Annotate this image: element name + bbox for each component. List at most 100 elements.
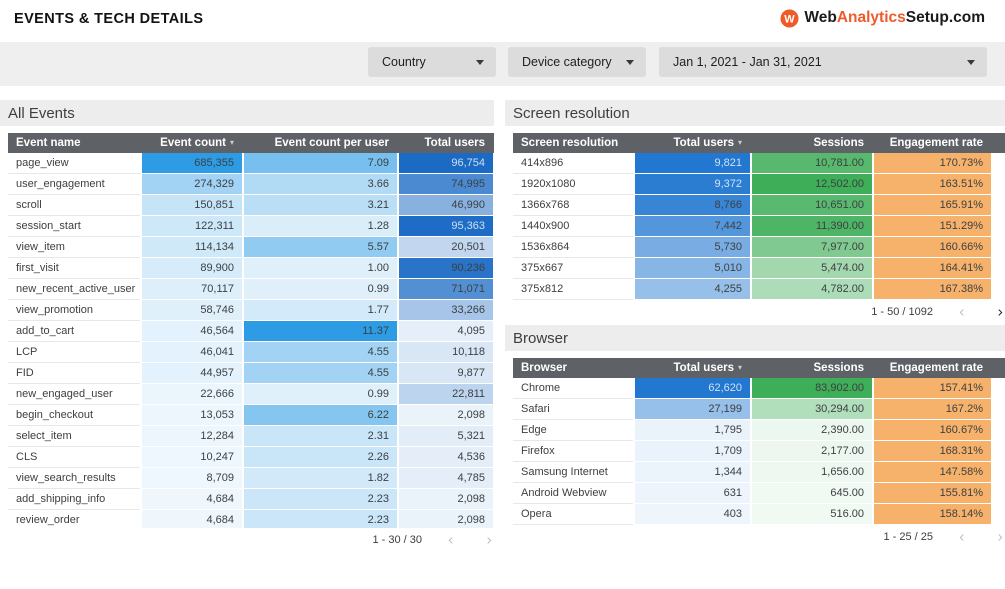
section-title-band: Browser (505, 325, 1005, 351)
value-cell: 2,098 (397, 489, 493, 510)
label-cell: FID (8, 363, 140, 384)
device-category-filter-dropdown[interactable]: Device category (508, 47, 646, 77)
label-cell: 1440x900 (513, 216, 633, 237)
value-cell: 2.23 (242, 489, 397, 510)
report-header: EVENTS & TECH DETAILS W Web Analytics Setu… (0, 0, 1005, 42)
label-cell: LCP (8, 342, 140, 363)
table-body: Chrome 62,620 83,902.00 157.41% Safari 27,199… (513, 378, 1005, 525)
value-cell: 5,474.00 (750, 258, 872, 279)
value-cell: 5,730 (633, 237, 750, 258)
value-cell: 95,363 (397, 216, 493, 237)
table-row: review_order 4,684 2.23 2,098 (8, 510, 494, 528)
value-cell: 2,098 (397, 405, 493, 426)
value-cell: 114,134 (140, 237, 242, 258)
table-row: first_visit 89,900 1.00 90,236 (8, 258, 494, 279)
date-range-filter-dropdown[interactable]: Jan 1, 2021 - Jan 31, 2021 (659, 47, 987, 77)
screen-resolution-section: Screen resolution Screen resolution Total… (505, 100, 1005, 320)
country-filter-dropdown[interactable]: Country (368, 47, 496, 77)
column-header-total-users[interactable]: Total users ▾ (673, 137, 742, 149)
value-cell: 6.22 (242, 405, 397, 426)
label-cell: add_to_cart (8, 321, 140, 342)
value-cell: 2.31 (242, 426, 397, 447)
column-header-sessions[interactable]: Sessions (813, 137, 865, 149)
pagination: 1 - 50 / 1092 (513, 304, 1005, 320)
value-cell: 46,564 (140, 321, 242, 342)
label-cell: Firefox (513, 441, 633, 462)
value-cell: 4,785 (397, 468, 493, 489)
value-cell: 4,684 (140, 489, 242, 510)
chevron-left-icon (957, 306, 967, 319)
logo-text-analytics: Analytics (836, 9, 906, 26)
value-cell: 157.41% (872, 378, 991, 399)
value-cell: 3.66 (242, 174, 397, 195)
logo-text-web: Web (804, 9, 837, 26)
value-cell: 160.67% (872, 420, 991, 441)
value-cell: 9,821 (633, 153, 750, 174)
chevron-right-icon (484, 534, 494, 547)
country-filter-label: Country (382, 55, 426, 69)
value-cell: 167.38% (872, 279, 991, 300)
table-row: Samsung Internet 1,344 1,656.00 147.58% (513, 462, 1005, 483)
value-cell: 1.82 (242, 468, 397, 489)
table-header: Screen resolution Total users ▾ Sessions Eng… (513, 133, 1005, 153)
value-cell: 27,199 (633, 399, 750, 420)
value-cell: 10,118 (397, 342, 493, 363)
column-header-event-count[interactable]: Event count ▾ (160, 137, 234, 149)
value-cell: 70,117 (140, 279, 242, 300)
chevron-right-icon[interactable] (995, 306, 1005, 319)
logo-text-setup: Setup (905, 9, 949, 26)
table-body: page_view 685,355 7.09 96,754 user_engagemen… (8, 153, 494, 528)
value-cell: 1,709 (633, 441, 750, 462)
value-cell: 163.51% (872, 174, 991, 195)
column-header-sessions[interactable]: Sessions (813, 362, 865, 374)
column-header-total-users[interactable]: Total users (424, 137, 486, 149)
value-cell: 168.31% (872, 441, 991, 462)
section-title: Screen resolution (513, 104, 630, 122)
label-cell: add_shipping_info (8, 489, 140, 510)
sort-desc-icon: ▾ (737, 363, 742, 372)
label-cell: first_visit (8, 258, 140, 279)
table-row: view_search_results 8,709 1.82 4,785 (8, 468, 494, 489)
column-header-event-name[interactable]: Event name (16, 137, 81, 149)
value-cell: 3.21 (242, 195, 397, 216)
value-cell: 44,957 (140, 363, 242, 384)
value-cell: 22,666 (140, 384, 242, 405)
table-row: Safari 27,199 30,294.00 167.2% (513, 399, 1005, 420)
value-cell: 12,502.00 (750, 174, 872, 195)
table-row: view_item 114,134 5.57 20,501 (8, 237, 494, 258)
value-cell: 403 (633, 504, 750, 525)
table-row: begin_checkout 13,053 6.22 2,098 (8, 405, 494, 426)
sort-desc-icon: ▾ (229, 138, 234, 147)
logo-icon: W (780, 9, 799, 27)
label-cell: page_view (8, 153, 140, 174)
column-header-event-count-per-user[interactable]: Event count per user (274, 137, 389, 149)
value-cell: 9,372 (633, 174, 750, 195)
column-header-total-users[interactable]: Total users ▾ (673, 362, 742, 374)
table-row: LCP 46,041 4.55 10,118 (8, 342, 494, 363)
value-cell: 167.2% (872, 399, 991, 420)
column-header-screen-resolution[interactable]: Screen resolution (521, 137, 619, 149)
value-cell: 1,344 (633, 462, 750, 483)
value-cell: 274,329 (140, 174, 242, 195)
value-cell: 4,782.00 (750, 279, 872, 300)
value-cell: 5.57 (242, 237, 397, 258)
table-row: CLS 10,247 2.26 4,536 (8, 447, 494, 468)
chevron-down-icon (476, 59, 484, 65)
logo-text-com: .com (948, 9, 985, 26)
value-cell: 0.99 (242, 279, 397, 300)
column-header-browser[interactable]: Browser (521, 362, 568, 374)
pagination: 1 - 30 / 30 (8, 532, 494, 548)
label-cell: Chrome (513, 378, 633, 399)
value-cell: 165.91% (872, 195, 991, 216)
value-cell: 10,247 (140, 447, 242, 468)
label-cell: session_start (8, 216, 140, 237)
column-header-engagement-rate[interactable]: Engagement rate (889, 137, 983, 149)
label-cell: 1366x768 (513, 195, 633, 216)
value-cell: 631 (633, 483, 750, 504)
chevron-left-icon (957, 531, 967, 544)
value-cell: 147.58% (872, 462, 991, 483)
value-cell: 8,766 (633, 195, 750, 216)
value-cell: 516.00 (750, 504, 872, 525)
column-header-engagement-rate[interactable]: Engagement rate (889, 362, 983, 374)
value-cell: 150,851 (140, 195, 242, 216)
